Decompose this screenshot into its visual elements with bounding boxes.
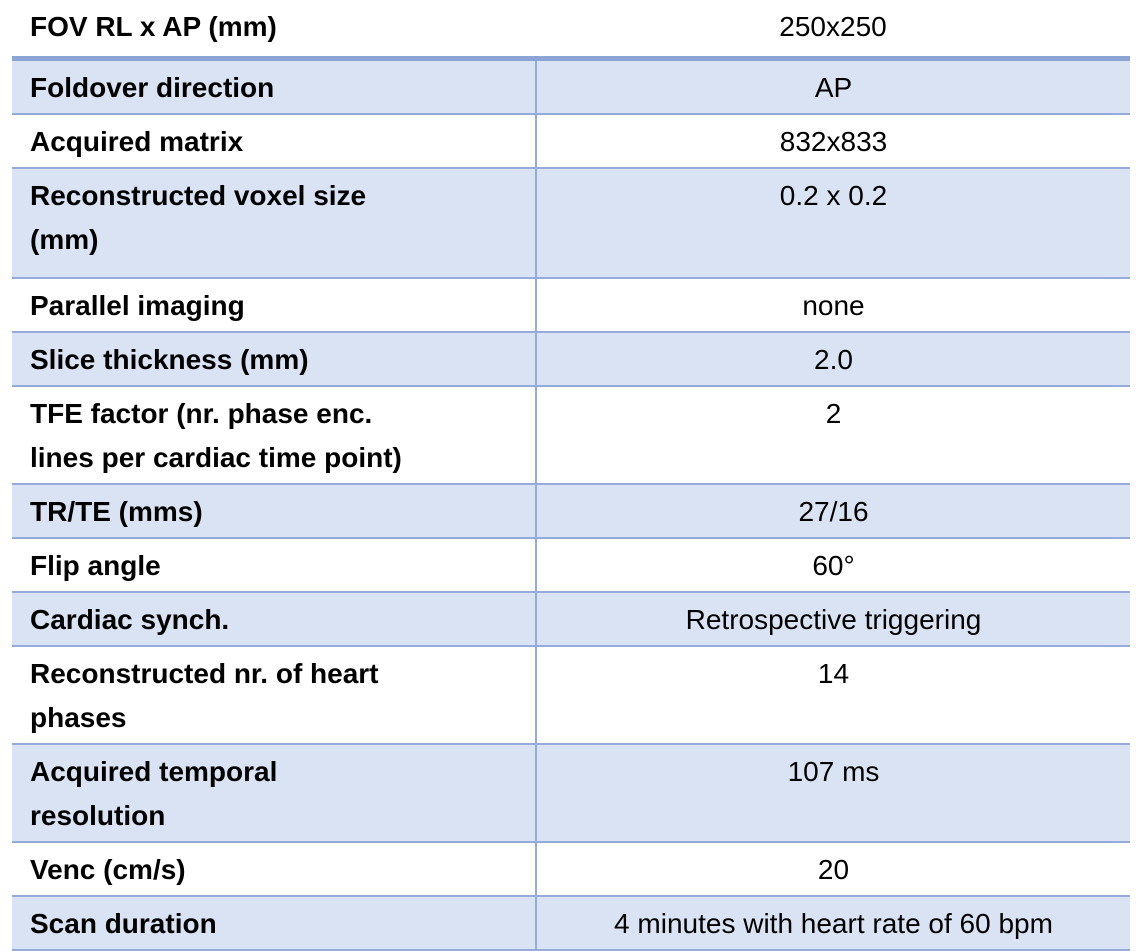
param-value: 4 minutes with heart rate of 60 bpm <box>535 895 1130 950</box>
param-value: 250x250 <box>779 11 887 42</box>
param-value: 14 <box>535 645 1130 744</box>
param-label: Cardiac synch. <box>12 591 536 646</box>
table-row-fov: FOV RL x AP (mm) 250x250 <box>12 0 1130 58</box>
table-row-reconstructed-voxel-size: Reconstructed voxel size (mm) 0.2 x 0.2 <box>12 167 1130 278</box>
table-row-flip-angle: Flip angle 60° <box>12 537 1130 592</box>
table-row-acquired-temporal-resolution: Acquired temporal resolution 107 ms <box>12 743 1130 842</box>
param-value: 27/16 <box>535 483 1130 538</box>
param-label: Reconstructed voxel size (mm) <box>12 167 536 278</box>
param-value: 60° <box>535 537 1130 592</box>
table-row-slice-thickness: Slice thickness (mm) 2.0 <box>12 331 1130 386</box>
param-label: Acquired temporal resolution <box>12 743 536 842</box>
param-value: 2.0 <box>535 331 1130 386</box>
table-row-tr-te: TR/TE (mms) 27/16 <box>12 483 1130 538</box>
param-label: Reconstructed nr. of heart phases <box>30 657 379 733</box>
param-label: Scan duration <box>12 895 536 950</box>
table-row-foldover-direction: Foldover direction AP <box>12 58 1130 114</box>
table-row-scan-duration: Scan duration 4 minutes with heart rate … <box>12 895 1130 950</box>
param-value: 0.2 x 0.2 <box>535 167 1130 278</box>
table-row-parallel-imaging: Parallel imaging none <box>12 277 1130 332</box>
param-value: none <box>535 277 1130 332</box>
param-value: 2 <box>535 385 1130 484</box>
param-value: 832x833 <box>535 113 1130 168</box>
table-row-reconstructed-heart-phases: Reconstructed nr. of heart phases 14 <box>12 645 1130 744</box>
param-value: 20 <box>535 841 1130 896</box>
scan-parameters-table-body: FOV RL x AP (mm) 250x250 Foldover direct… <box>12 0 1130 950</box>
param-label: Foldover direction <box>12 58 536 114</box>
table-row-tfe-factor: TFE factor (nr. phase enc. lines per car… <box>12 385 1130 484</box>
param-label: Flip angle <box>30 549 161 581</box>
param-value: 107 ms <box>535 743 1130 842</box>
param-label: TR/TE (mms) <box>12 483 536 538</box>
param-label: Venc (cm/s) <box>30 853 186 885</box>
table-row-cardiac-synch: Cardiac synch. Retrospective triggering <box>12 591 1130 646</box>
param-value: AP <box>535 58 1130 114</box>
table-row-venc: Venc (cm/s) 20 <box>12 841 1130 896</box>
param-label: FOV RL x AP (mm) <box>30 11 277 42</box>
param-label: Parallel imaging <box>30 289 245 321</box>
param-label: Acquired matrix <box>30 125 244 157</box>
param-label: TFE factor (nr. phase enc. lines per car… <box>30 397 402 473</box>
param-value: Retrospective triggering <box>535 591 1130 646</box>
param-label: Slice thickness (mm) <box>12 331 536 386</box>
scan-parameters-table: FOV RL x AP (mm) 250x250 Foldover direct… <box>12 0 1130 951</box>
table-row-acquired-matrix: Acquired matrix 832x833 <box>12 113 1130 168</box>
